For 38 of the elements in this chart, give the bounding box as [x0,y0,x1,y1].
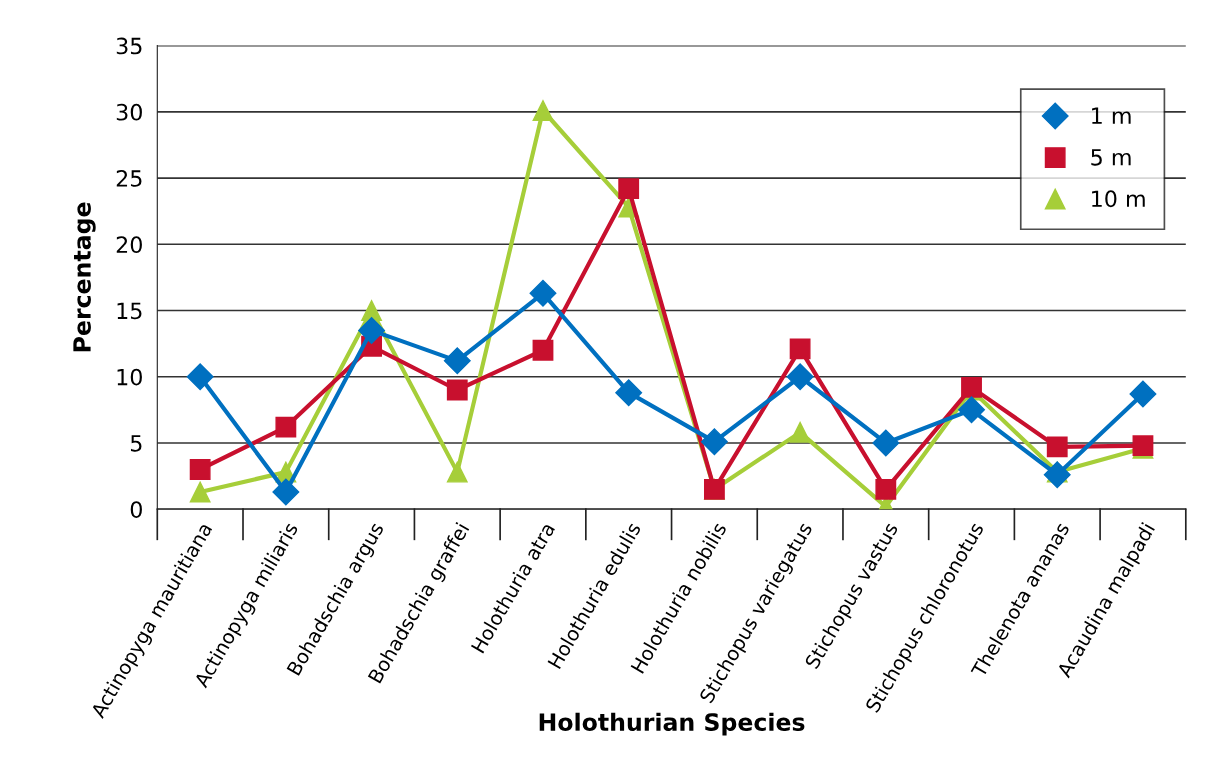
point [361,300,382,321]
point [786,363,814,391]
y-tick-label: 5 [130,435,142,452]
y-tick-label: 10 [117,368,142,386]
point [875,478,897,500]
point [186,363,214,391]
y-axis-title: Percentage [73,202,96,352]
y-tick-label: 25 [116,170,142,187]
point [446,461,468,483]
point [532,339,554,361]
point [446,379,468,401]
point [532,100,554,121]
y-tick-label: 0 [130,501,142,518]
point [700,428,728,456]
point [618,178,640,200]
y-tick-label: 20 [116,236,142,254]
point [275,416,297,438]
point [958,396,985,424]
legend-label: 5 m [1091,149,1131,166]
point [358,316,386,344]
point [789,338,811,360]
point [789,421,811,443]
point [872,429,900,457]
point [443,347,471,375]
legend-label: 1 m [1092,107,1131,124]
y-tick-label: 30 [116,103,142,121]
point [189,459,211,480]
point [1129,380,1157,408]
point [1043,461,1071,489]
legend-label: 10 m [1092,190,1145,208]
point [189,481,211,503]
y-tick-label: 35 [116,37,142,55]
y-tick-label: 15 [117,302,142,320]
x-axis-title: Holothurian Species [539,712,805,736]
point [615,379,643,407]
point [272,478,300,506]
point [529,279,557,307]
point [1046,436,1068,458]
